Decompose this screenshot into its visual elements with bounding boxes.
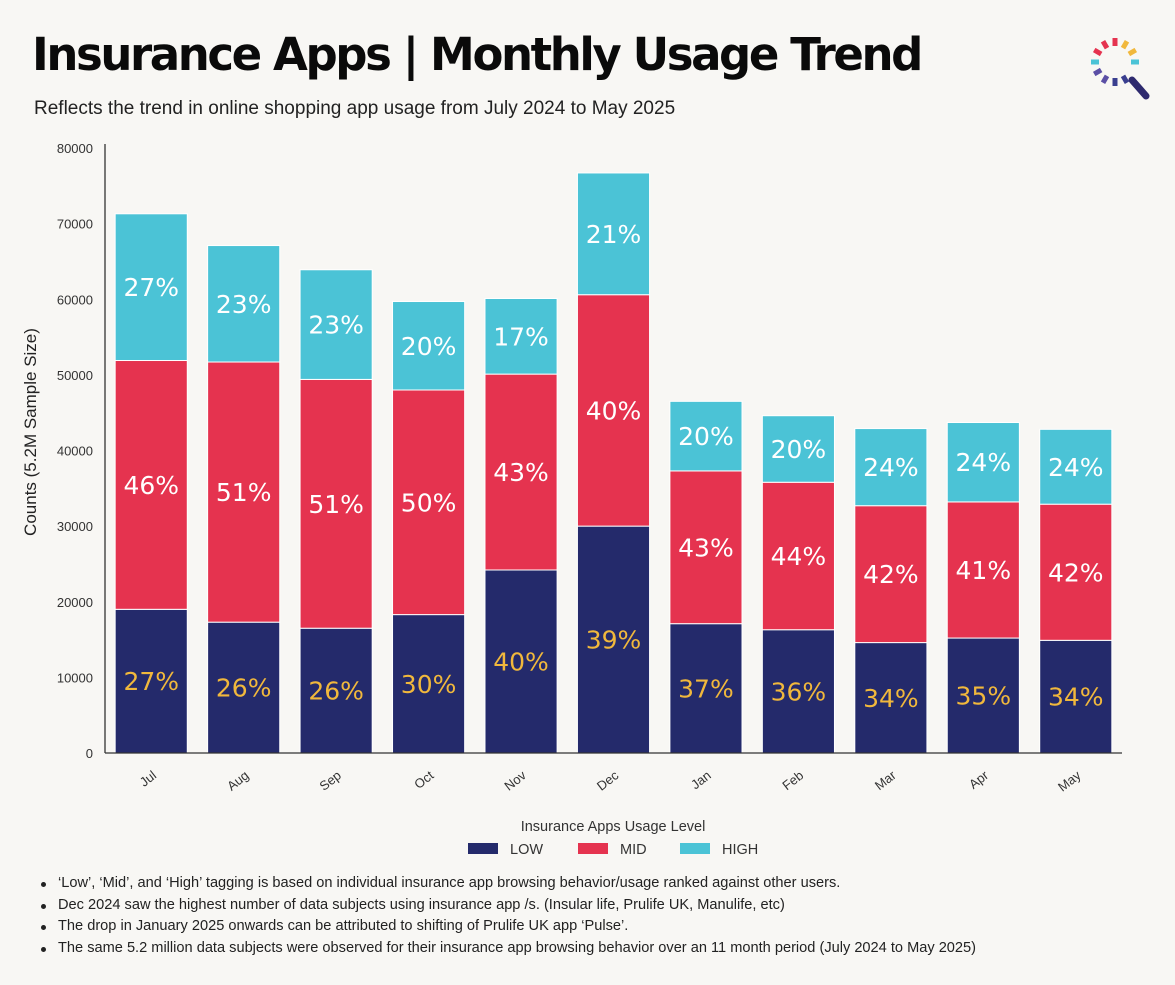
data-label: 34% [863, 684, 919, 713]
y-tick-label: 0 [86, 746, 93, 761]
legend-swatch-high [680, 843, 710, 854]
bar-mid [299, 378, 373, 629]
bar-mid [761, 481, 835, 631]
legend-label-mid: MID [620, 842, 647, 858]
footnote: The drop in January 2025 onwards can be … [36, 916, 1166, 938]
y-axis-title: Counts (5.2M Sample Size) [21, 328, 40, 536]
data-label: 27% [123, 273, 179, 302]
page-subtitle: Reflects the trend in online shopping ap… [34, 98, 676, 119]
data-label: 41% [956, 556, 1012, 585]
data-label: 51% [308, 490, 364, 519]
data-label: 44% [771, 542, 827, 571]
data-label: 40% [493, 647, 549, 676]
bar-low [761, 629, 835, 754]
bar-low [114, 608, 188, 754]
bar-high [114, 213, 188, 362]
footnotes-list: ‘Low’, ‘Mid’, and ‘High’ tagging is base… [36, 873, 1166, 959]
data-label: 21% [586, 220, 642, 249]
bar-low [484, 569, 558, 754]
bar-mid [946, 501, 1020, 639]
stacked-bar-chart: 0 10000 20000 30000 40000 50000 60000 70000 8000… [21, 141, 1122, 858]
x-tick-label: Apr [966, 767, 992, 792]
legend-title: Insurance Apps Usage Level [521, 819, 706, 835]
bar-low [1039, 639, 1113, 754]
data-label: 51% [216, 478, 272, 507]
data-label: 30% [401, 670, 457, 699]
x-tick-label: Jan [688, 768, 714, 793]
legend-swatch-mid [578, 843, 608, 854]
data-label: 27% [123, 667, 179, 696]
footnote: The same 5.2 million data subjects were … [36, 938, 1166, 960]
data-label: 20% [771, 435, 827, 464]
x-tick-label: Sep [317, 768, 344, 794]
data-label: 26% [216, 674, 272, 703]
bar-low [392, 614, 466, 754]
data-label: 50% [401, 488, 457, 517]
x-tick-label: May [1055, 767, 1084, 794]
x-tick-label: Mar [872, 767, 899, 793]
data-label: 24% [956, 448, 1012, 477]
legend-swatch-low [468, 843, 498, 854]
bar-mid [114, 360, 188, 610]
bar-low [669, 623, 743, 754]
data-label: 42% [1048, 558, 1104, 587]
bar-high [207, 245, 281, 363]
y-tick-label: 30000 [57, 519, 93, 534]
x-tick-label: Jul [137, 767, 159, 789]
legend-label-high: HIGH [722, 842, 758, 858]
data-label: 36% [771, 677, 827, 706]
y-tick-label: 80000 [57, 141, 93, 156]
footnote: ‘Low’, ‘Mid’, and ‘High’ tagging is base… [36, 873, 1166, 895]
bar-high [946, 422, 1020, 503]
bar-high [484, 297, 558, 375]
bar-high [576, 172, 651, 296]
data-label: 42% [863, 560, 919, 589]
data-label: 23% [216, 290, 272, 319]
data-label: 20% [401, 332, 457, 361]
data-label: 46% [123, 471, 179, 500]
bar-mid [854, 505, 928, 644]
data-label: 35% [956, 682, 1012, 711]
data-label: 26% [308, 677, 364, 706]
x-tick-label: Dec [594, 767, 622, 793]
bar-mid [576, 294, 651, 527]
y-tick-label: 20000 [57, 595, 93, 610]
bar-mid [1039, 503, 1113, 641]
data-label: 43% [493, 458, 549, 487]
page-title: Insurance Apps | Monthly Usage Trend [32, 28, 923, 81]
data-label: 40% [586, 396, 642, 425]
data-label: 39% [586, 626, 642, 655]
bar-high [299, 269, 373, 380]
data-label: 24% [1048, 453, 1104, 482]
bar-low [576, 525, 651, 754]
data-label: 20% [678, 422, 734, 451]
y-tick-label: 50000 [57, 368, 93, 383]
data-label: 37% [678, 674, 734, 703]
bar-high [669, 400, 743, 472]
bar-high [854, 428, 928, 507]
bar-high [761, 415, 835, 483]
data-label: 17% [493, 322, 549, 351]
footnote: Dec 2024 saw the highest number of data … [36, 895, 1166, 917]
data-label: 24% [863, 453, 919, 482]
bar-mid [392, 389, 466, 616]
data-label: 43% [678, 533, 734, 562]
data-label: 23% [308, 311, 364, 340]
data-label: 34% [1048, 683, 1104, 712]
y-tick-label: 10000 [57, 670, 93, 685]
x-tick-label: Aug [224, 768, 251, 794]
x-tick-label: Feb [779, 768, 806, 794]
legend-label-low: LOW [510, 842, 543, 858]
magnifier-icon [1091, 38, 1150, 100]
y-tick-label: 60000 [57, 292, 93, 307]
bar-mid [669, 470, 743, 625]
bar-high [392, 301, 466, 391]
y-tick-label: 40000 [57, 444, 93, 459]
y-tick-label: 70000 [57, 217, 93, 232]
x-tick-label: Oct [411, 767, 436, 792]
bar-high [1039, 428, 1113, 505]
x-tick-label: Nov [501, 767, 529, 793]
bar-low [854, 642, 928, 754]
